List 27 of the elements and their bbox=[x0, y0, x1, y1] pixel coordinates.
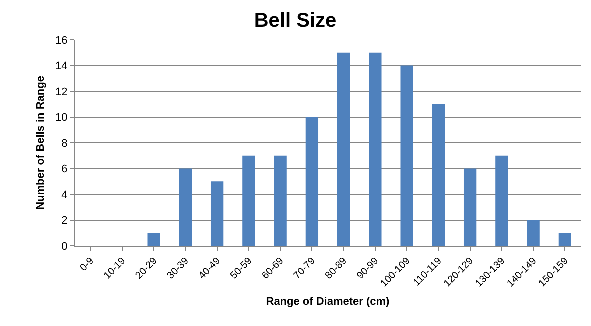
bar bbox=[242, 156, 256, 246]
y-axis-title: Number of Bells in Range bbox=[35, 76, 48, 210]
chart-title: Bell Size bbox=[254, 10, 337, 32]
y-tick-label: 4 bbox=[62, 189, 68, 202]
bar bbox=[179, 168, 192, 246]
bar bbox=[274, 156, 287, 246]
y-tick-label: 10 bbox=[56, 112, 68, 124]
bar bbox=[400, 66, 414, 246]
y-tick-label: 12 bbox=[56, 86, 68, 98]
y-tick-label: 2 bbox=[62, 215, 68, 228]
x-tick-label: 0-9 bbox=[78, 256, 97, 274]
bar bbox=[464, 168, 477, 246]
bar bbox=[432, 104, 446, 246]
y-tick-label: 8 bbox=[62, 138, 68, 150]
x-axis-title: Range of Diameter (cm) bbox=[266, 296, 390, 308]
bar bbox=[558, 233, 572, 246]
y-tick-label: 0 bbox=[62, 240, 68, 253]
bar bbox=[148, 233, 160, 246]
bar bbox=[496, 156, 508, 246]
bar bbox=[337, 52, 350, 246]
bar bbox=[306, 117, 319, 246]
y-tick-label: 14 bbox=[56, 60, 68, 73]
y-tick-label: 6 bbox=[62, 164, 68, 176]
bar bbox=[210, 182, 224, 246]
bar bbox=[527, 220, 540, 246]
bar bbox=[369, 52, 382, 246]
y-tick-label: 16 bbox=[56, 34, 68, 47]
